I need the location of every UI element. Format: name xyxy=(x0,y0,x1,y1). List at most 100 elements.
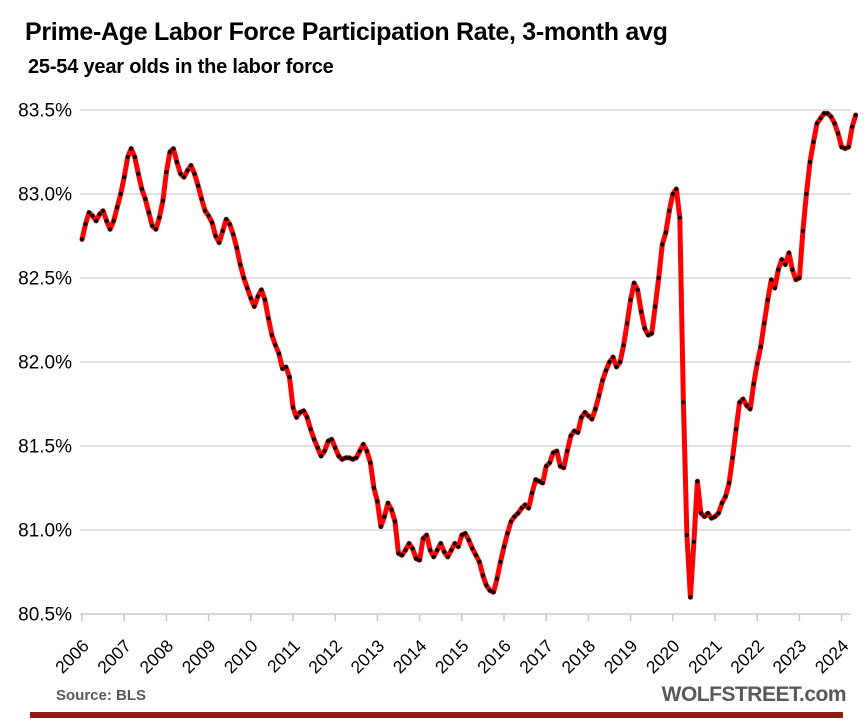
data-point xyxy=(600,378,605,383)
data-point xyxy=(259,287,264,292)
data-point xyxy=(122,175,127,180)
data-point xyxy=(779,257,784,262)
data-point xyxy=(575,430,581,435)
data-point xyxy=(157,215,162,220)
data-point xyxy=(843,146,848,151)
data-point xyxy=(632,280,637,286)
data-point xyxy=(192,171,197,176)
data-point xyxy=(603,368,609,373)
y-axis-label: 81.0% xyxy=(18,521,72,542)
data-point xyxy=(115,205,120,210)
data-point xyxy=(712,514,718,519)
data-point xyxy=(129,146,134,151)
data-point xyxy=(814,121,820,126)
data-point xyxy=(537,479,542,484)
data-point xyxy=(832,121,837,126)
data-point xyxy=(449,548,454,553)
x-axis-label: 2021 xyxy=(684,636,726,678)
data-point xyxy=(825,111,830,116)
data-point xyxy=(435,548,440,553)
data-point xyxy=(470,546,475,551)
x-axis-label: 2017 xyxy=(515,636,557,678)
data-point xyxy=(660,242,665,247)
x-axis-label: 2012 xyxy=(304,636,346,678)
data-point xyxy=(399,553,405,558)
data-point xyxy=(484,583,489,588)
lfpr-markers xyxy=(79,111,858,600)
x-axis-label: 2011 xyxy=(263,636,304,677)
data-point xyxy=(266,316,271,321)
data-point xyxy=(734,427,739,432)
data-point xyxy=(614,364,619,370)
data-point xyxy=(347,455,352,460)
x-axis-label: 2024 xyxy=(811,636,853,678)
data-point xyxy=(224,217,229,222)
data-point xyxy=(350,457,355,462)
data-point xyxy=(663,230,668,235)
data-point xyxy=(340,457,345,462)
x-axis-label: 2023 xyxy=(769,636,811,678)
data-point xyxy=(628,297,633,302)
data-point xyxy=(635,287,640,292)
data-point xyxy=(150,223,155,228)
data-point xyxy=(498,559,503,565)
data-point xyxy=(428,548,433,553)
data-point xyxy=(287,375,292,380)
data-point xyxy=(167,149,172,155)
data-point xyxy=(227,222,232,227)
data-point xyxy=(196,183,201,188)
data-point xyxy=(818,116,823,121)
source-note: Source: BLS xyxy=(56,687,147,704)
data-point xyxy=(343,455,348,460)
data-point xyxy=(589,417,595,422)
data-point xyxy=(526,506,531,511)
data-point xyxy=(333,445,338,450)
data-point xyxy=(547,460,552,465)
data-point xyxy=(737,400,742,405)
data-point xyxy=(248,296,253,301)
wolfstreet-brand: WOLFSTREET.com xyxy=(661,683,847,706)
data-point xyxy=(329,437,334,442)
data-point xyxy=(185,168,190,173)
data-point xyxy=(407,541,412,546)
data-point xyxy=(533,477,538,482)
data-point xyxy=(234,245,239,250)
data-point xyxy=(807,160,813,165)
x-axis-label: 2019 xyxy=(600,636,642,678)
data-point xyxy=(790,267,795,272)
data-point xyxy=(371,485,376,491)
data-point xyxy=(642,326,647,331)
x-axis-label: 2009 xyxy=(178,636,220,678)
data-point xyxy=(357,448,362,454)
data-point xyxy=(125,154,130,160)
data-point xyxy=(850,124,855,129)
x-axis-label: 2013 xyxy=(347,636,389,678)
data-point xyxy=(723,494,728,499)
data-point xyxy=(174,160,179,165)
data-point xyxy=(625,321,630,326)
data-point xyxy=(283,364,289,370)
data-point xyxy=(308,427,313,432)
data-point xyxy=(452,541,457,546)
data-point xyxy=(375,499,380,504)
data-point xyxy=(544,464,549,469)
data-point xyxy=(505,531,510,536)
data-point xyxy=(480,573,485,578)
data-point xyxy=(438,541,443,546)
x-axis-label: 2010 xyxy=(220,636,262,678)
data-point xyxy=(269,333,274,338)
data-point xyxy=(649,331,654,336)
data-point xyxy=(389,507,394,512)
data-point xyxy=(748,406,753,412)
data-point xyxy=(238,262,243,267)
data-point xyxy=(804,191,809,197)
data-point xyxy=(568,433,573,438)
data-point xyxy=(674,186,679,192)
data-point xyxy=(530,490,535,496)
x-axis-label: 2022 xyxy=(726,636,768,678)
data-point xyxy=(210,220,215,225)
data-point xyxy=(586,413,591,418)
data-point xyxy=(793,277,799,282)
data-point xyxy=(758,344,763,349)
